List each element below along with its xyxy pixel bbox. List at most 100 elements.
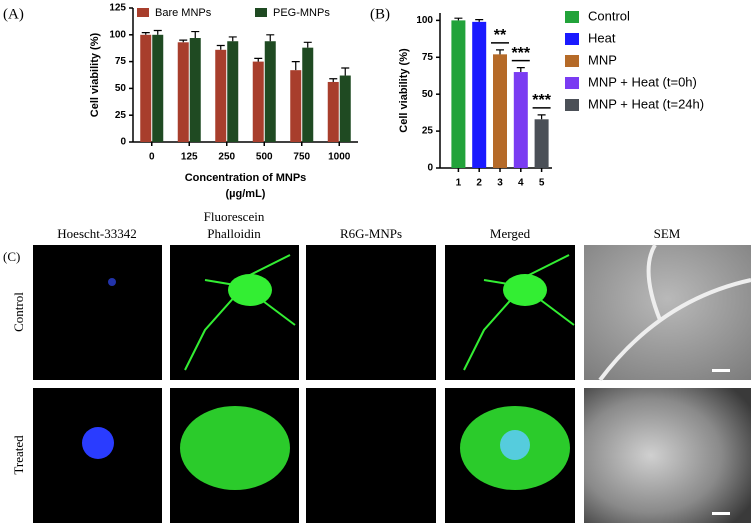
column-header: SEM — [654, 226, 681, 241]
error-bar — [516, 67, 525, 73]
x-axis-label: (µg/mL) — [226, 188, 266, 200]
x-tick-label: 5 — [539, 178, 545, 189]
y-tick-label: 25 — [422, 126, 434, 137]
bar — [302, 47, 314, 142]
y-tick-label: 0 — [427, 163, 433, 174]
significance-label: *** — [532, 92, 551, 109]
column-header: R6G-MNPs — [340, 226, 402, 241]
bar — [189, 38, 201, 142]
panel-label: (B) — [370, 6, 390, 22]
legend-label: MNP — [588, 52, 617, 67]
legend-label: PEG-MNPs — [273, 7, 330, 19]
nucleus — [500, 430, 530, 460]
nucleus — [108, 278, 116, 286]
column-header: Hoescht-33342 — [57, 226, 136, 241]
column-header: Fluorescein — [204, 209, 265, 224]
y-tick-label: 50 — [422, 89, 434, 100]
y-tick-label: 100 — [109, 29, 126, 40]
x-axis-label: Concentration of MNPs — [185, 172, 307, 184]
legend-swatch — [565, 11, 579, 23]
error-bar — [153, 29, 162, 35]
error-bar — [141, 32, 150, 35]
legend-label: Heat — [588, 30, 616, 45]
bar — [177, 42, 189, 142]
image — [584, 388, 751, 523]
error-bar — [329, 78, 338, 82]
image — [33, 245, 162, 380]
bar — [493, 54, 507, 169]
image — [445, 245, 575, 380]
bar — [451, 20, 466, 169]
significance-label: *** — [511, 45, 530, 62]
panel-label: (C) — [3, 249, 20, 264]
column-header: Phalloidin — [207, 226, 261, 241]
x-tick-label: 4 — [518, 178, 524, 189]
y-tick-label: 75 — [422, 52, 434, 63]
legend-swatch — [137, 8, 149, 17]
y-tick-label: 100 — [416, 15, 433, 26]
error-bar — [216, 44, 225, 50]
error-bar — [496, 49, 504, 55]
y-tick-label: 75 — [115, 56, 127, 67]
micrographs — [33, 243, 752, 523]
y-tick-label: 125 — [109, 3, 126, 14]
legend-label: Bare MNPs — [155, 7, 212, 19]
error-bar — [191, 30, 200, 39]
x-tick-label: 750 — [293, 152, 310, 163]
x-tick-label: 125 — [181, 152, 198, 163]
y-axis-label: Cell viability (%) — [89, 32, 101, 117]
panel-label: (A) — [3, 6, 24, 22]
x-tick-label: 3 — [497, 178, 503, 189]
legend-label: MNP + Heat (t=24h) — [588, 96, 704, 111]
legend-swatch — [565, 33, 579, 45]
error-bar — [291, 61, 300, 71]
error-bar — [266, 34, 275, 42]
bar — [513, 72, 528, 168]
scale-bar — [712, 369, 730, 372]
bar — [290, 70, 302, 142]
y-axis-label: Cell viability (%) — [398, 48, 410, 133]
x-tick-label: 500 — [256, 152, 273, 163]
y-tick-label: 25 — [115, 110, 127, 121]
bar — [215, 49, 227, 142]
legend-label: MNP + Heat (t=0h) — [588, 74, 697, 89]
error-bar — [537, 114, 546, 120]
bar — [140, 34, 152, 142]
legend-label: Control — [588, 8, 630, 23]
row-label: Control — [11, 292, 26, 332]
bar — [472, 21, 487, 168]
image — [306, 388, 436, 523]
bar — [327, 81, 339, 142]
bar — [339, 75, 351, 142]
row-label: Treated — [11, 435, 26, 475]
scale-bar — [712, 512, 730, 515]
cell-body — [503, 274, 547, 306]
error-bar — [454, 17, 463, 21]
error-bar — [254, 57, 263, 62]
nucleus — [82, 427, 114, 459]
error-bar — [341, 67, 350, 76]
sem-fiber — [598, 243, 752, 382]
bar — [534, 119, 549, 168]
y-tick-label: 0 — [120, 137, 126, 148]
legend-swatch — [255, 8, 267, 17]
x-tick-label: 1000 — [328, 152, 351, 163]
legend-swatch — [565, 77, 579, 89]
y-tick-label: 50 — [115, 83, 127, 94]
error-bar — [303, 41, 312, 48]
x-tick-label: 2 — [476, 178, 482, 189]
error-bar — [475, 19, 484, 22]
x-tick-label: 250 — [218, 152, 235, 163]
legend-swatch — [565, 99, 579, 111]
cell-body — [228, 274, 272, 306]
bar — [152, 34, 164, 142]
significance-label: ** — [494, 27, 507, 44]
cell-body — [180, 406, 290, 490]
bar — [264, 41, 276, 143]
cell — [184, 254, 575, 371]
legend-swatch — [565, 55, 579, 67]
error-bar — [228, 36, 237, 42]
column-header: Merged — [490, 226, 531, 241]
image — [306, 245, 436, 380]
